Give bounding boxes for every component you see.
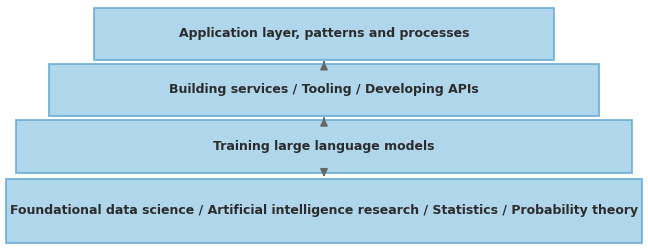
Text: Application layer, patterns and processes: Application layer, patterns and processe… xyxy=(179,27,469,40)
Text: Building services / Tooling / Developing APIs: Building services / Tooling / Developing… xyxy=(169,84,479,96)
FancyBboxPatch shape xyxy=(16,120,632,172)
FancyBboxPatch shape xyxy=(94,8,554,60)
Text: Training large language models: Training large language models xyxy=(213,140,435,153)
FancyBboxPatch shape xyxy=(49,64,599,116)
FancyBboxPatch shape xyxy=(6,179,642,242)
Text: Foundational data science / Artificial intelligence research / Statistics / Prob: Foundational data science / Artificial i… xyxy=(10,204,638,217)
